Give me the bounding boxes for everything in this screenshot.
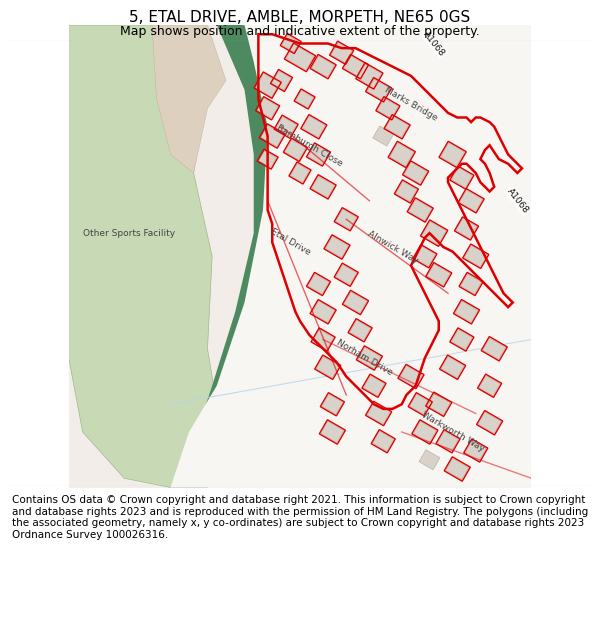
Polygon shape [367,79,390,101]
Text: Map shows position and indicative extent of the property.: Map shows position and indicative extent… [120,25,480,38]
Polygon shape [336,209,357,229]
Polygon shape [308,274,329,294]
Polygon shape [413,421,436,442]
Polygon shape [285,140,306,160]
Polygon shape [446,458,469,479]
Polygon shape [455,301,478,322]
Polygon shape [322,394,343,414]
Polygon shape [437,431,458,451]
Polygon shape [420,25,522,201]
Polygon shape [296,91,314,108]
Polygon shape [364,376,385,396]
Polygon shape [331,42,352,62]
Polygon shape [316,357,339,378]
Polygon shape [358,348,381,369]
Polygon shape [311,56,335,78]
Polygon shape [456,219,477,239]
Polygon shape [427,264,450,286]
Text: Contains OS data © Crown copyright and database right 2021. This information is : Contains OS data © Crown copyright and d… [12,495,588,540]
Polygon shape [415,246,436,266]
Polygon shape [400,366,422,387]
Polygon shape [464,246,487,267]
Polygon shape [440,143,464,166]
Polygon shape [311,301,335,322]
Polygon shape [478,412,501,433]
Polygon shape [272,71,291,90]
Polygon shape [256,74,280,97]
Polygon shape [441,357,464,378]
Polygon shape [152,25,226,173]
Polygon shape [336,265,357,285]
Text: Warkworth Way: Warkworth Way [420,411,485,454]
Polygon shape [451,168,472,187]
Text: Alnwick Way: Alnwick Way [365,229,419,265]
Polygon shape [275,117,296,137]
Polygon shape [483,338,506,359]
Text: Bamburgh Close: Bamburgh Close [275,122,344,168]
Polygon shape [479,376,500,396]
Polygon shape [321,421,344,442]
Polygon shape [367,403,390,424]
Polygon shape [311,176,335,198]
Polygon shape [326,236,349,258]
Polygon shape [465,441,486,461]
Polygon shape [259,151,277,168]
Polygon shape [373,126,394,146]
Text: A1068: A1068 [505,186,530,215]
Polygon shape [373,431,394,451]
Polygon shape [344,56,367,78]
Polygon shape [313,329,334,349]
Polygon shape [396,181,417,201]
Polygon shape [410,394,431,414]
Polygon shape [358,64,382,88]
Polygon shape [170,25,531,488]
Polygon shape [460,190,482,211]
Polygon shape [69,25,221,488]
Polygon shape [419,450,440,470]
Polygon shape [308,144,329,164]
Polygon shape [257,98,278,118]
Polygon shape [461,274,482,294]
Polygon shape [286,44,314,70]
Polygon shape [451,329,472,349]
Polygon shape [261,126,284,147]
Polygon shape [282,35,299,52]
Text: Other Sports Facility: Other Sports Facility [83,229,175,238]
Polygon shape [404,162,427,184]
Polygon shape [427,394,450,415]
Polygon shape [386,116,409,138]
Polygon shape [409,199,432,221]
Text: Marks Bridge: Marks Bridge [383,85,439,122]
Polygon shape [350,320,371,340]
Polygon shape [302,116,325,138]
Polygon shape [290,164,310,182]
Text: A1068: A1068 [422,29,446,58]
Polygon shape [422,221,446,245]
Text: Norham Drive: Norham Drive [335,338,394,377]
Text: 5, ETAL DRIVE, AMBLE, MORPETH, NE65 0GS: 5, ETAL DRIVE, AMBLE, MORPETH, NE65 0GS [130,10,470,25]
Polygon shape [377,98,398,118]
Polygon shape [194,25,281,441]
Polygon shape [389,143,414,166]
Polygon shape [411,25,531,219]
Text: Etal Drive: Etal Drive [269,228,312,258]
Polygon shape [344,292,367,313]
